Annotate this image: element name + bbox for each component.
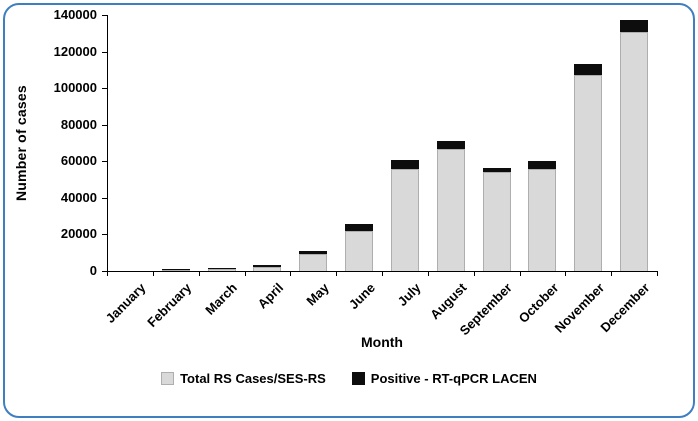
x-tick-label-august: August [427,280,470,323]
bar-segment-positive-october [528,161,557,169]
legend-item-positive: Positive - RT-qPCR LACEN [351,370,537,386]
x-tick-mark [611,272,613,276]
bar-segment-positive-february [161,268,190,270]
bar-segment-total-september [482,172,511,271]
bar-segment-positive-december [620,19,649,33]
legend-label-total-rs-cases: Total RS Cases/SES-RS [180,370,326,386]
legend-swatch-positive-rtqpcr [351,371,365,385]
x-tick-mark [427,272,429,276]
y-tick-mark [102,88,107,90]
x-tick-label-february: February [144,280,195,330]
x-tick-mark [382,272,383,276]
y-tick-mark [102,161,107,163]
bar-segment-total-october [528,168,557,271]
y-tick-label: 120000 [53,43,97,59]
bar-segment-total-april [253,266,282,271]
x-tick-mark [198,272,200,276]
bar-segment-total-july [390,168,419,271]
y-tick-label: 80000 [60,116,97,132]
y-tick-mark [102,234,107,236]
bar-segment-positive-november [574,64,603,76]
y-axis-line [107,15,108,272]
bar-segment-positive-march [207,268,236,270]
y-tick-label: 100000 [53,80,97,96]
bar-segment-total-march [207,269,236,271]
legend-item-total: Total RS Cases/SES-RS [161,371,326,386]
x-tick-label-may: May [303,280,332,309]
bar-segment-positive-september [482,167,511,173]
bar-segment-positive-june [345,224,374,231]
x-axis-line [107,271,658,272]
y-tick-mark [102,197,107,199]
bar-segment-total-june [345,230,374,271]
legend: Total RS Cases/SES-RS Positive - RT-qPCR… [0,368,698,388]
y-tick-mark [102,124,107,126]
legend-label-positive-rtqpcr: Positive - RT-qPCR LACEN [370,370,537,386]
bar-segment-total-february [161,269,190,271]
bar-segment-total-may [299,254,328,271]
x-tick-mark [152,272,154,276]
x-tick-label-june: June [345,280,378,313]
x-tick-label-march: March [202,280,241,318]
bar-segment-positive-august [436,141,465,150]
y-tick-label: 60000 [60,153,97,169]
y-tick-label: 0 [89,263,97,278]
x-tick-mark [657,272,658,276]
y-tick-mark [102,271,107,272]
bar-segment-total-november [574,75,603,271]
bar-segment-positive-may [299,250,328,255]
x-tick-mark [473,272,475,276]
x-tick-label-july: July [394,280,424,310]
bar-segment-total-december [620,32,649,271]
x-tick-label-january: January [102,280,149,326]
y-tick-mark [102,51,107,53]
bar-segment-positive-july [390,160,419,169]
y-tick-label: 140000 [53,7,97,22]
y-tick-mark [102,15,107,16]
x-tick-mark [336,272,338,276]
x-tick-mark [290,272,292,276]
legend-swatch-total-rs-cases [161,371,175,385]
y-tick-label: 40000 [60,189,97,205]
x-axis-title: Month [361,334,403,350]
x-tick-mark [244,272,246,276]
x-tick-mark [107,272,108,276]
bar-segment-total-august [436,149,465,271]
x-tick-label-april: April [254,280,287,312]
x-tick-label-december: December [597,280,653,336]
y-tick-label: 20000 [60,226,97,242]
x-tick-mark [519,272,521,276]
x-tick-label-october: October [515,280,562,326]
bar-segment-positive-april [253,265,282,267]
x-tick-mark [565,272,567,276]
